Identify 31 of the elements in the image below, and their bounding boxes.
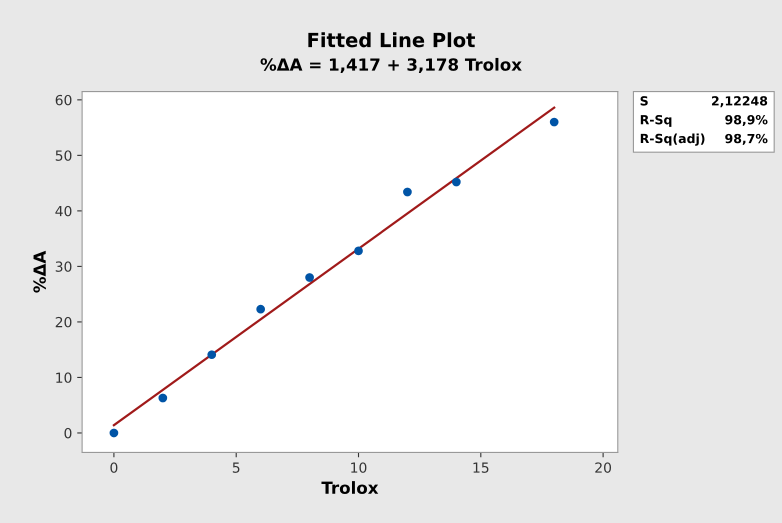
y-tick-label: 20 bbox=[56, 316, 72, 328]
x-tick-label: 5 bbox=[232, 462, 240, 473]
text: R-Sq(adj) bbox=[640, 134, 704, 146]
y-tick-label: 50 bbox=[56, 150, 72, 161]
y-tick-label: 40 bbox=[55, 206, 72, 216]
text: S bbox=[640, 96, 648, 106]
chart-subtitle: %ΔA = 1,417 + 3,178 Trolox bbox=[260, 58, 522, 73]
text: 2,12248 bbox=[712, 96, 768, 108]
x-tick-label: 10 bbox=[351, 462, 366, 473]
text: 98,7% bbox=[725, 134, 768, 145]
point bbox=[305, 273, 314, 282]
x-tick-label: 15 bbox=[473, 462, 488, 473]
y-tick-label: 60 bbox=[56, 94, 72, 106]
y-tick-label: 10 bbox=[56, 372, 72, 383]
x-tick-label: 0 bbox=[110, 462, 118, 473]
x-axis-title: Trolox bbox=[321, 481, 378, 494]
point bbox=[207, 350, 216, 360]
point bbox=[354, 246, 363, 256]
y-tick-label: 0 bbox=[64, 428, 72, 438]
point bbox=[158, 394, 168, 402]
chart-title: Fitted Line Plot bbox=[308, 32, 475, 48]
point bbox=[452, 178, 461, 186]
point bbox=[403, 188, 412, 196]
text: R-Sq bbox=[640, 114, 672, 127]
point bbox=[110, 428, 118, 438]
y-tick-label: 30 bbox=[56, 261, 72, 272]
point bbox=[550, 118, 559, 126]
text: 98,9% bbox=[725, 114, 768, 126]
y-axis-title: %ΔA bbox=[33, 250, 46, 293]
point bbox=[256, 304, 266, 314]
x-tick-label: 20 bbox=[595, 462, 612, 473]
